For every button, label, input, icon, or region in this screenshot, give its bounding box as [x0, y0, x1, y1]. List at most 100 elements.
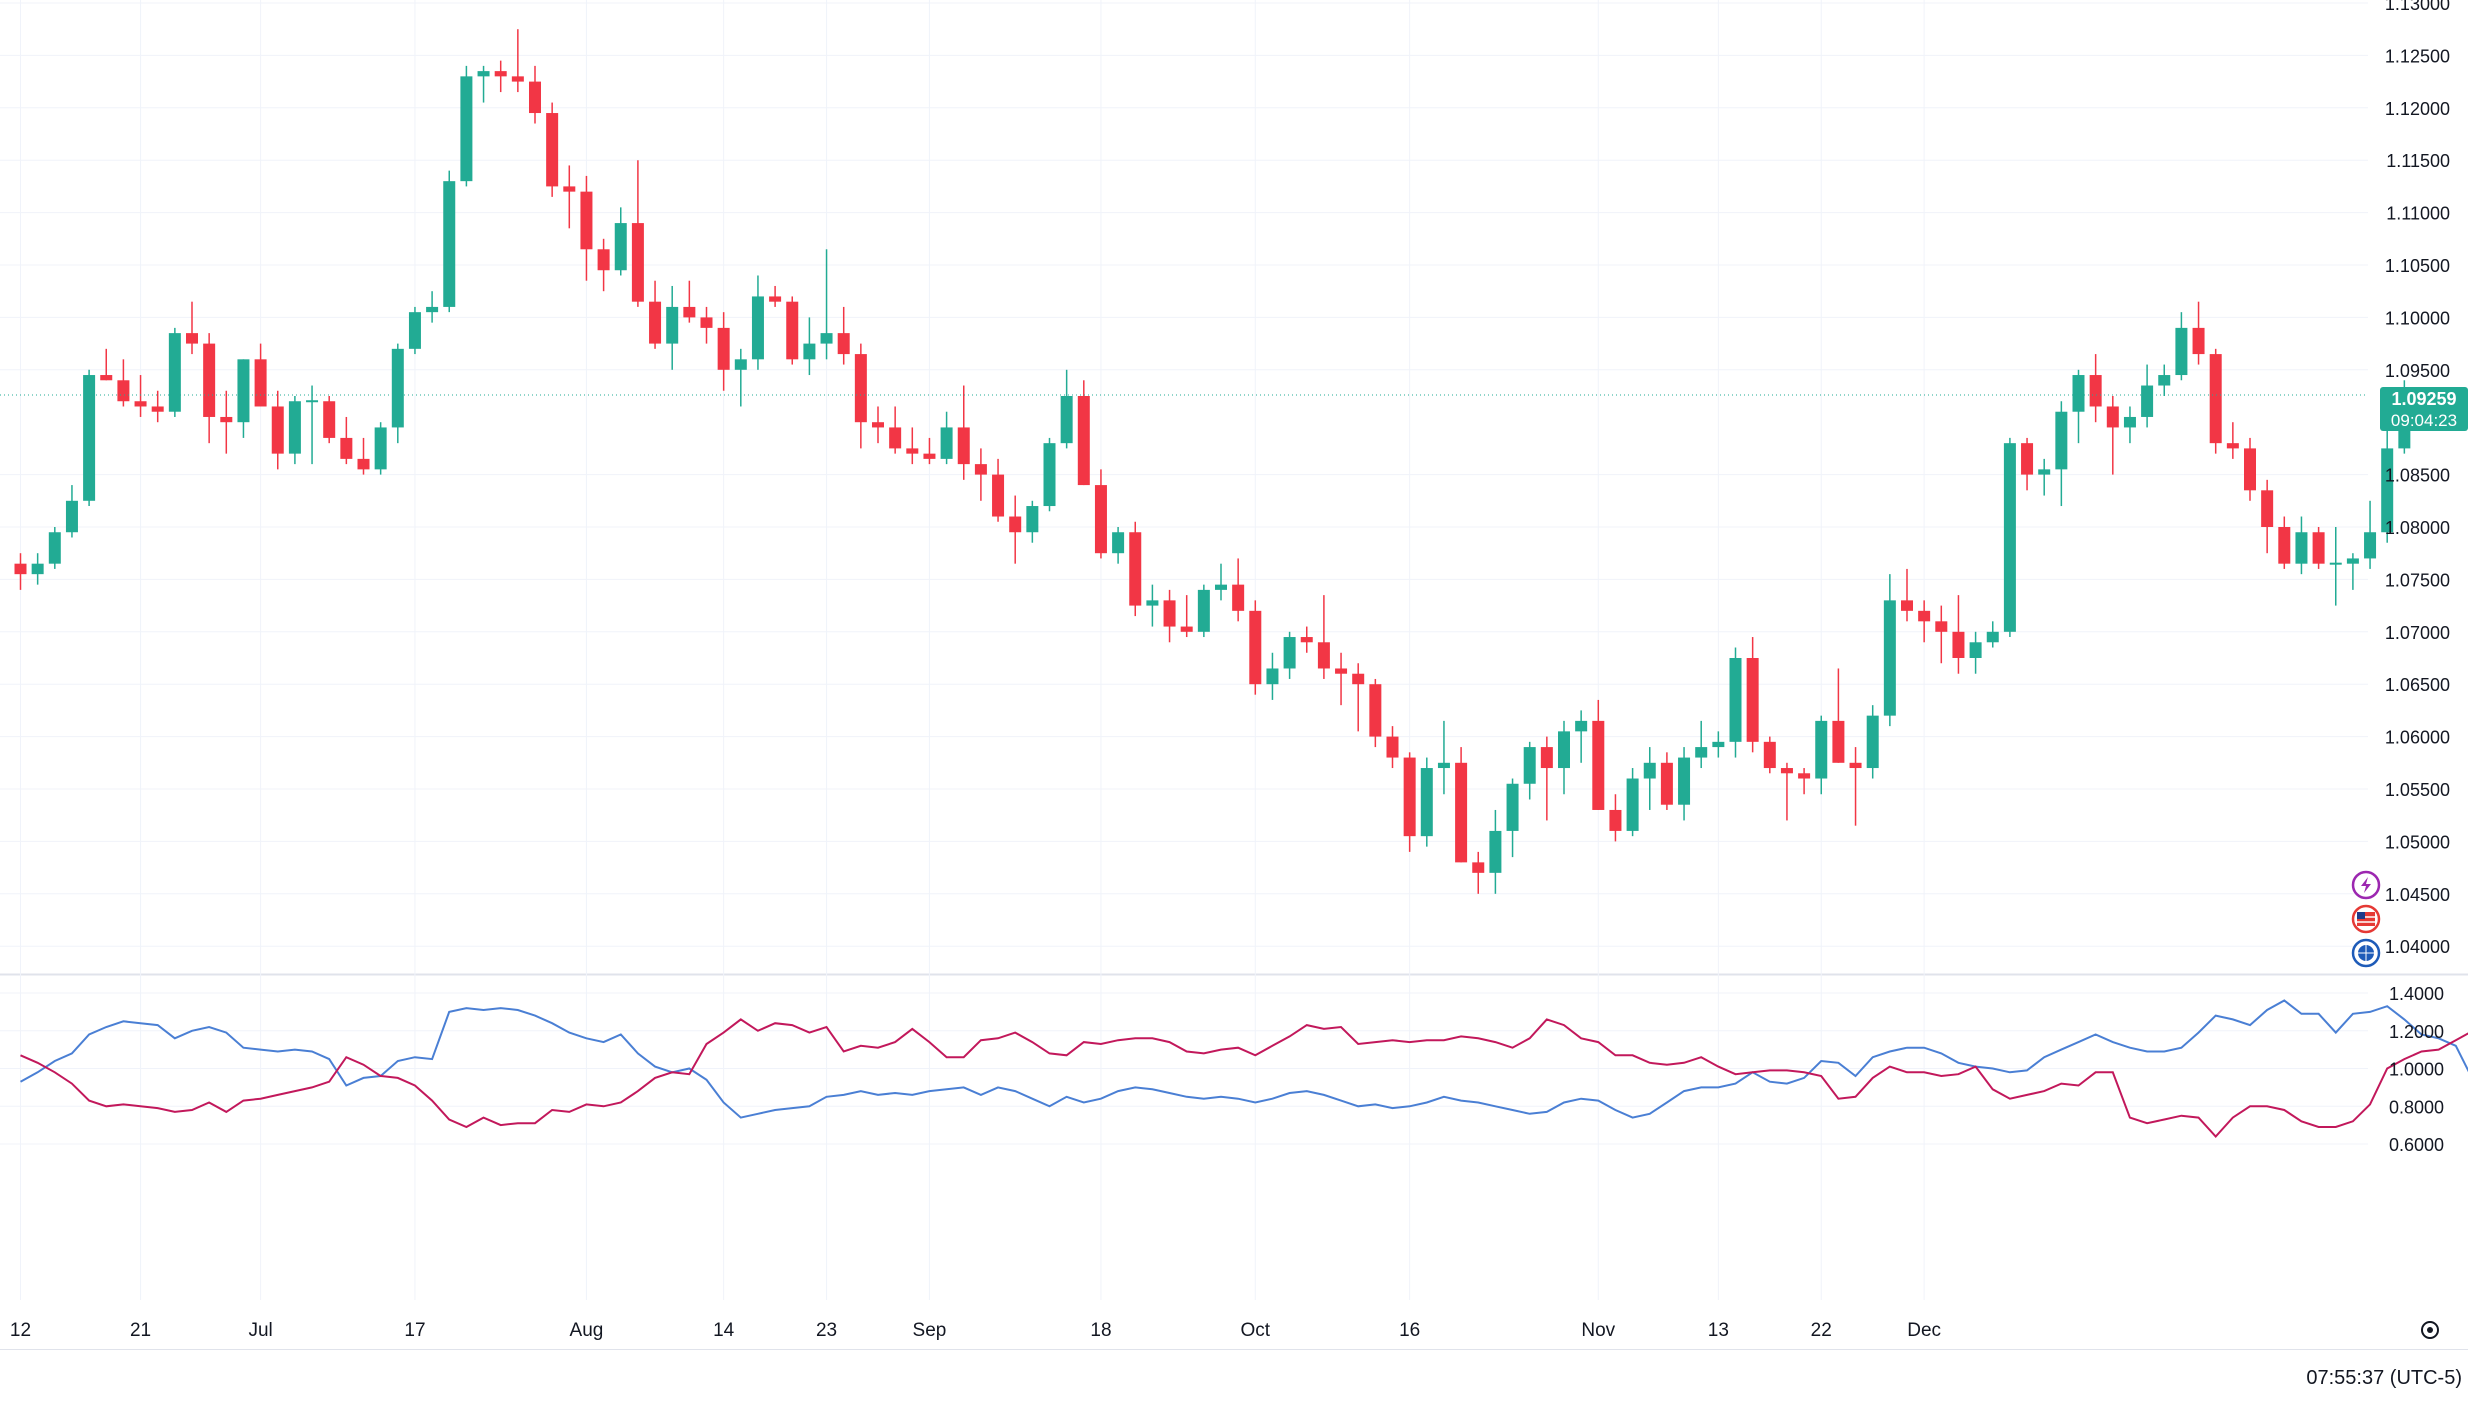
price-tick-label: 1.06500	[2385, 675, 2450, 695]
time-tick-label: 16	[1399, 1320, 1420, 1341]
candle-body	[529, 82, 541, 113]
candle-body	[152, 406, 164, 411]
price-tick-label: 1.06000	[2385, 728, 2450, 748]
overlay-layer: 1.09259 09:04:23	[0, 387, 2468, 1338]
candle-body	[1301, 637, 1313, 642]
flag-canton	[2357, 912, 2365, 919]
candle-body	[803, 344, 815, 360]
candle-body	[992, 475, 1004, 517]
candle-body	[2107, 406, 2119, 427]
countdown-label: 09:04:23	[2391, 411, 2457, 430]
time-tick-label: Dec	[1907, 1320, 1941, 1341]
candle-body	[443, 181, 455, 307]
time-tick-label: Aug	[570, 1320, 604, 1341]
gear-hub	[2427, 1327, 2433, 1333]
candle-body	[1249, 611, 1261, 684]
candle-body	[2278, 527, 2290, 564]
candle-body	[203, 344, 215, 417]
candle-body	[135, 401, 147, 406]
price-tick-label: 1.12000	[2385, 99, 2450, 119]
candle-body	[1884, 600, 1896, 715]
candle-body	[15, 564, 27, 574]
candle-body	[1609, 810, 1621, 831]
candle-body	[289, 401, 301, 453]
time-tick-label: 14	[713, 1320, 735, 1341]
candle-body	[1832, 721, 1844, 763]
candle-body	[1061, 396, 1073, 443]
indicator-tick-label: 1.0000	[2389, 1060, 2444, 1080]
candle-body	[1266, 668, 1278, 684]
candle-body	[1661, 763, 1673, 805]
candle-body	[546, 113, 558, 186]
candle-body	[1764, 742, 1776, 768]
candle-body	[1952, 632, 1964, 658]
price-tick-label: 1.10500	[2385, 256, 2450, 276]
candle-body	[375, 427, 387, 469]
candle-body	[735, 359, 747, 369]
candle-body	[1198, 590, 1210, 632]
candle-body	[649, 302, 661, 344]
time-tick-label: 13	[1708, 1320, 1729, 1341]
candle-body	[975, 464, 987, 474]
candle-body	[1112, 532, 1124, 553]
settings-gear-icon[interactable]	[2422, 1322, 2438, 1338]
flash-icon[interactable]	[2353, 872, 2379, 898]
price-tick-label: 1.09500	[2385, 361, 2450, 381]
candle-body	[889, 427, 901, 448]
candle-body	[1044, 443, 1056, 506]
candle-body	[1472, 862, 1484, 872]
candle-body	[1489, 831, 1501, 873]
price-tick-label: 1.05000	[2385, 832, 2450, 852]
candle-body	[1987, 632, 1999, 642]
candle-body	[2004, 443, 2016, 632]
candle-body	[1026, 506, 1038, 532]
time-tick-label: 22	[1811, 1320, 1832, 1341]
candle-body	[2038, 469, 2050, 474]
candle-body	[1387, 737, 1399, 758]
candle-body	[1164, 600, 1176, 626]
candle-body	[1678, 758, 1690, 805]
clock-label: 07:55:37 (UTC-5)	[2306, 1367, 2462, 1390]
price-axis[interactable]: 1.130001.125001.120001.115001.110001.105…	[2385, 0, 2450, 1155]
price-tick-label: 1.07000	[2385, 623, 2450, 643]
candle-body	[2364, 532, 2376, 558]
candle-body	[2124, 417, 2136, 427]
price-tick-label: 1.13000	[2385, 0, 2450, 14]
indicator-tick-label: 1.4000	[2389, 984, 2444, 1004]
candle-body	[632, 223, 644, 302]
candle-body	[2347, 558, 2359, 563]
candle-body	[512, 76, 524, 81]
candle-body	[220, 417, 232, 422]
candle-body	[255, 359, 267, 406]
indicator-tick-label: 0.6000	[2389, 1135, 2444, 1155]
candle-body	[272, 406, 284, 453]
candle-body	[1730, 658, 1742, 742]
candle-body	[66, 501, 78, 532]
candle-body	[598, 249, 610, 270]
candle-body	[2158, 375, 2170, 385]
candle-body	[2210, 354, 2222, 443]
candle-body	[769, 296, 781, 301]
us-flag-icon[interactable]	[2353, 906, 2379, 932]
last-price-badge: 1.09259 09:04:23	[2380, 387, 2468, 431]
globe-icon[interactable]	[2353, 940, 2379, 966]
candle-body	[701, 317, 713, 327]
price-tick-label: 1.07500	[2385, 570, 2450, 590]
last-price-label: 1.09259	[2391, 389, 2456, 409]
candle-body	[1918, 611, 1930, 621]
candle-body	[1438, 763, 1450, 768]
candle-body	[323, 401, 335, 438]
candle-body	[460, 76, 472, 181]
candle-body	[49, 532, 61, 563]
candle-body	[1078, 396, 1090, 485]
candle-body	[1712, 742, 1724, 747]
time-tick-label: Sep	[913, 1320, 947, 1341]
candle-body	[958, 427, 970, 464]
candle-body	[495, 71, 507, 76]
candle-body	[1404, 758, 1416, 837]
candle-body	[1095, 485, 1107, 553]
candle-body	[1798, 773, 1810, 778]
candle-body	[2330, 563, 2342, 565]
